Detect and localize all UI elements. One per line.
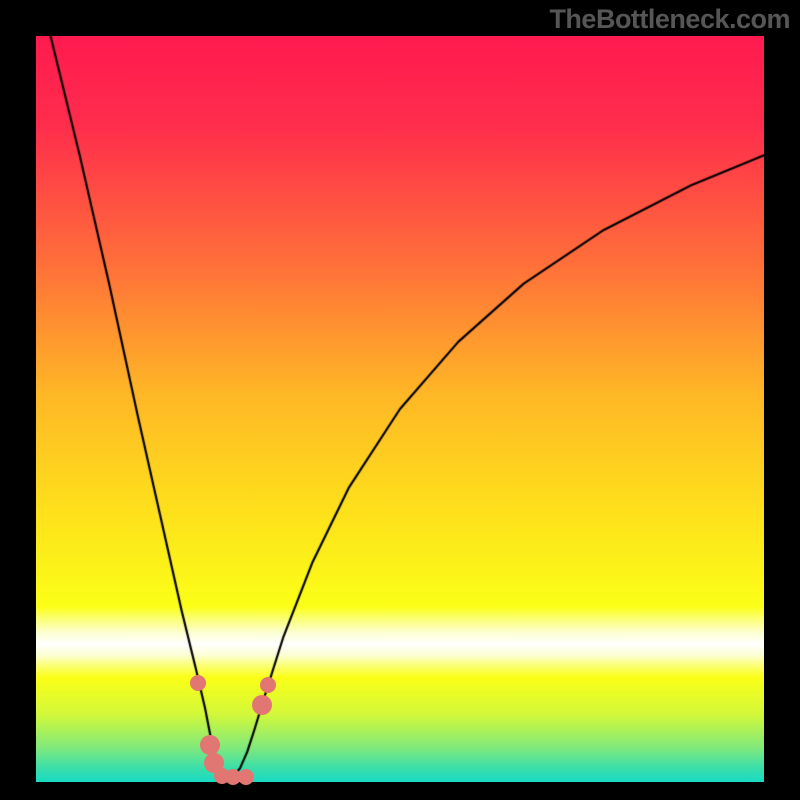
data-marker bbox=[200, 735, 220, 755]
plot-area bbox=[36, 36, 764, 782]
data-marker bbox=[190, 675, 206, 691]
data-marker bbox=[260, 677, 276, 693]
chart-frame: TheBottleneck.com bbox=[0, 0, 800, 800]
watermark-text: TheBottleneck.com bbox=[549, 4, 790, 35]
data-marker bbox=[252, 695, 272, 715]
data-marker bbox=[238, 769, 254, 785]
curve-canvas bbox=[36, 36, 764, 782]
